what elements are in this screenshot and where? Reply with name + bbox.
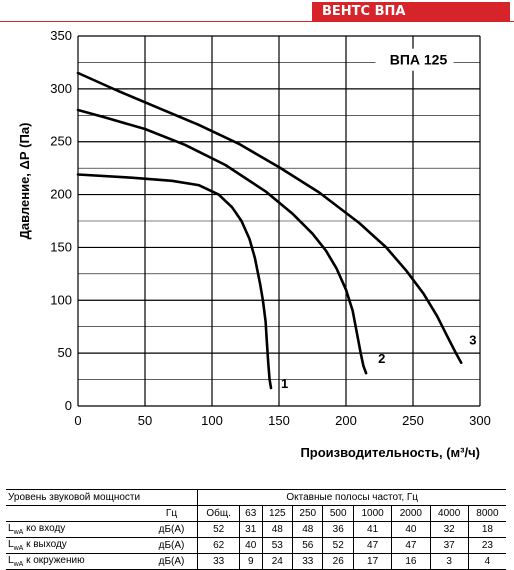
freq-header-cell: 4000: [429, 505, 469, 522]
col-total: Общ.: [197, 505, 240, 522]
table-row: LwA к выходу дБ(А) 62 40 53 56 52 47 47 37 23: [6, 537, 506, 554]
table-cell: 53: [261, 537, 293, 554]
y-tick-label: 250: [50, 134, 72, 149]
table-cell: 31: [238, 521, 263, 538]
table-cell: 16: [391, 553, 431, 570]
series-line-2: [76, 108, 368, 375]
y-axis-label: Давление, ΔР (Па): [17, 123, 32, 240]
table-cell: 23: [467, 537, 506, 554]
table-cell: 26: [322, 553, 354, 570]
y-tick-label: 150: [50, 239, 72, 254]
y-tick-label: 350: [50, 28, 72, 43]
row-label: LwA к выходу: [6, 537, 146, 554]
table-cell: 41: [352, 521, 392, 538]
freq-header-cell: 8000: [467, 505, 506, 522]
y-tick-label: 0: [65, 398, 72, 413]
table-cell: 40: [238, 537, 263, 554]
series-line-3: [76, 71, 463, 364]
y-tick-label: 50: [58, 345, 72, 360]
table-cell: 33: [292, 553, 323, 570]
freq-header-cell: 63: [238, 505, 263, 522]
brand-divider: [0, 21, 514, 22]
table-cell: 47: [352, 537, 392, 554]
sound-power-table: Уровень звуковой мощности Октавные полос…: [6, 489, 506, 570]
table-row: LwA ко входу дБ(А) 52 31 48 48 36 41 40 32 18: [6, 521, 506, 538]
table-cell: 9: [238, 553, 263, 570]
brand-badge: ВЕНТС ВПА: [312, 2, 510, 22]
table-cell: 52: [322, 537, 354, 554]
table-cell: 36: [322, 521, 354, 538]
row-unit: дБ(А): [145, 537, 198, 554]
table-cell: 18: [467, 521, 506, 538]
y-tick-label: 100: [50, 292, 72, 307]
model-label: ВПА 125: [390, 52, 448, 68]
table-cell: 56: [292, 537, 323, 554]
table-cell: 32: [429, 521, 469, 538]
table-cell: 3: [429, 553, 469, 570]
x-tick-label: 50: [138, 413, 152, 428]
table-header-left: Уровень звуковой мощности: [6, 489, 198, 506]
series-line-1: [76, 173, 273, 390]
table-cell: 24: [261, 553, 293, 570]
series-label-1: 1: [281, 376, 288, 391]
row-unit: дБ(А): [145, 521, 198, 538]
x-tick-label: 100: [201, 413, 223, 428]
row-label: LwA к окружению: [6, 553, 146, 570]
series-label-2: 2: [378, 351, 385, 366]
freq-header-cell: 2000: [391, 505, 431, 522]
x-tick-label: 250: [402, 413, 424, 428]
freq-header-cell: 250: [292, 505, 323, 522]
table-cell: 33: [197, 553, 240, 570]
row-label: LwA ко входу: [6, 521, 146, 538]
table-cell: 48: [292, 521, 323, 538]
x-axis-label: Производительность, (м³/ч): [300, 445, 480, 460]
freq-header-cell: 125: [261, 505, 293, 522]
unit-hz: Гц: [145, 505, 198, 522]
table-freq-row: Гц Общ. 63 125 250 500 1000 2000 4000 8000: [6, 505, 506, 522]
row-unit: дБ(А): [145, 553, 198, 570]
model-label-bg: [375, 48, 454, 71]
table-cell: 37: [429, 537, 469, 554]
table-cell: 17: [352, 553, 392, 570]
freq-header-cell: 1000: [352, 505, 392, 522]
table-cell: 40: [391, 521, 431, 538]
freq-header-cell: 500: [322, 505, 354, 522]
x-tick-label: 300: [469, 413, 491, 428]
table-cell: 52: [197, 521, 240, 538]
x-tick-label: 150: [268, 413, 290, 428]
series-label-3: 3: [469, 333, 476, 348]
pressure-flow-chart: 0 50 100 150 200 250 300 0 50 100 150 200 250 300 350 П…: [17, 28, 491, 460]
table-header-right: Октавные полосы частот, Гц: [197, 489, 506, 506]
table-cell: 48: [261, 521, 293, 538]
y-tick-label: 200: [50, 187, 72, 202]
table-header-row: Уровень звуковой мощности Октавные полос…: [6, 489, 506, 506]
x-tick-label: 0: [74, 413, 81, 428]
table-cell: 4: [467, 553, 506, 570]
table-row: LwA к окружению дБ(А) 33 9 24 33 26 17 16 3 4: [6, 553, 506, 570]
table-cell: 62: [197, 537, 240, 554]
table-cell: 47: [391, 537, 431, 554]
x-tick-label: 200: [335, 413, 357, 428]
y-tick-label: 300: [50, 81, 72, 96]
